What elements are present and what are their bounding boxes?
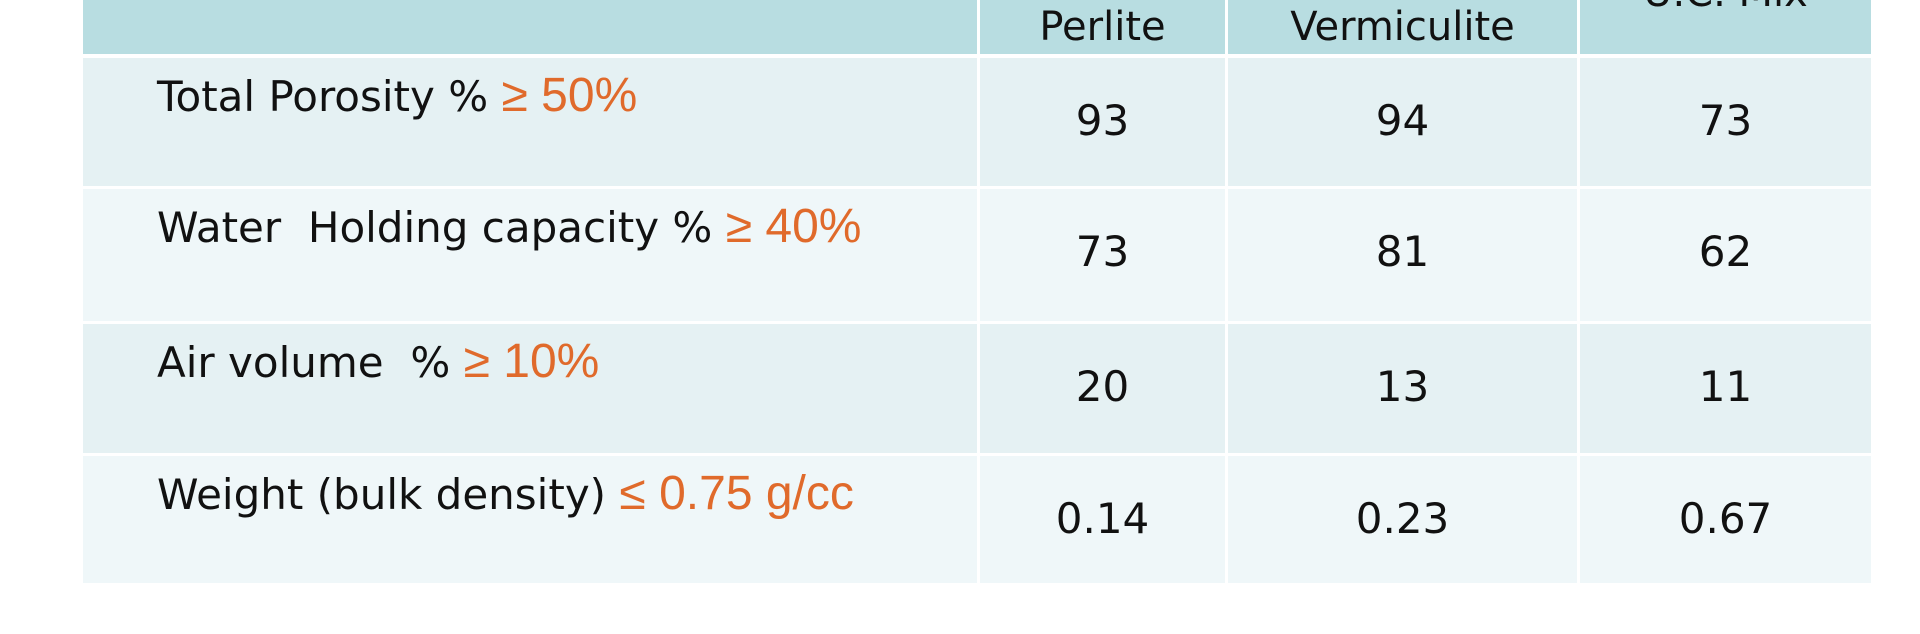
value: 0.67	[1678, 494, 1773, 543]
row-label-text: Air volume %	[157, 338, 451, 387]
criterion: ≤ 0.75 g/cc	[619, 467, 854, 520]
value: 13	[1375, 362, 1430, 411]
row-cell	[1580, 58, 1871, 186]
value: 73	[1075, 227, 1130, 276]
row-cell	[83, 456, 977, 583]
row-cell	[1228, 58, 1577, 186]
value: 94	[1375, 96, 1430, 145]
row-cell	[1580, 189, 1871, 321]
row-label-text: Total Porosity %	[157, 72, 489, 121]
value: 11	[1698, 362, 1753, 411]
value: 0.14	[1055, 494, 1150, 543]
column-header: Vermiculite	[1290, 4, 1515, 50]
row-label: Water Holding capacity % ≥ 40%	[157, 199, 861, 254]
row-cell	[1580, 324, 1871, 453]
row-cell	[1228, 456, 1577, 583]
row-cell	[980, 324, 1225, 453]
column-header: U.C. Mix	[1643, 0, 1808, 16]
criterion: ≥ 50%	[501, 69, 638, 122]
value: 62	[1698, 227, 1753, 276]
row-cell	[980, 189, 1225, 321]
value: 93	[1075, 96, 1130, 145]
row-cell	[1580, 456, 1871, 583]
header-cell	[1580, 0, 1871, 54]
column-header: Perlite	[1039, 4, 1166, 50]
value: 20	[1075, 362, 1130, 411]
row-label: Total Porosity % ≥ 50%	[157, 68, 637, 123]
row-cell	[83, 189, 977, 321]
row-cell	[980, 58, 1225, 186]
row-cell	[1228, 189, 1577, 321]
row-label: Air volume % ≥ 10%	[157, 334, 599, 389]
row-cell	[980, 456, 1225, 583]
header-cell	[980, 0, 1225, 54]
value: 73	[1698, 96, 1753, 145]
value: 81	[1375, 227, 1430, 276]
row-label-text: Water Holding capacity %	[157, 203, 713, 252]
row-label: Weight (bulk density) ≤ 0.75 g/cc	[157, 466, 854, 521]
header-cell	[83, 0, 977, 54]
row-label-text: Weight (bulk density)	[157, 470, 607, 519]
row-cell	[83, 324, 977, 453]
row-cell	[83, 58, 977, 186]
value: 0.23	[1355, 494, 1450, 543]
criterion: ≥ 40%	[725, 200, 862, 253]
criterion: ≥ 10%	[463, 335, 600, 388]
row-cell	[1228, 324, 1577, 453]
header-cell	[1228, 0, 1577, 54]
